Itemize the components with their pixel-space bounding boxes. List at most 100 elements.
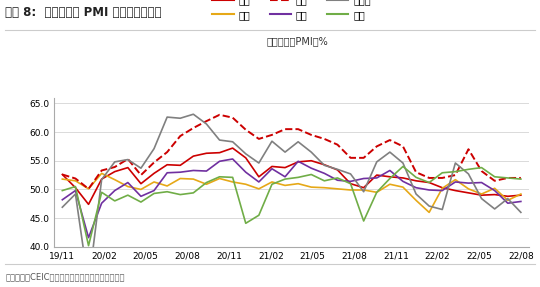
美国 — [504, 176, 511, 180]
美国 — [72, 177, 79, 180]
东盟 — [151, 192, 157, 195]
中国 — [242, 183, 249, 186]
中国 — [98, 172, 105, 175]
全球 — [400, 176, 406, 180]
欧元区 — [347, 172, 354, 176]
中国 — [111, 178, 118, 181]
全球 — [98, 177, 105, 181]
欧元区 — [295, 140, 301, 144]
东盟 — [203, 181, 210, 184]
中国 — [203, 183, 210, 186]
全球 — [504, 195, 511, 198]
东盟 — [59, 189, 65, 192]
全球 — [230, 146, 236, 150]
全球 — [491, 193, 498, 196]
中国 — [255, 187, 262, 191]
美国 — [347, 156, 354, 160]
欧元区 — [321, 164, 328, 167]
美国 — [177, 134, 184, 138]
欧元区 — [387, 150, 393, 154]
欧元区 — [269, 139, 275, 143]
韩国 — [308, 166, 314, 170]
Legend: 全球, 中国, 美国, 韩国, 欧元区, 东盟: 全球, 中国, 美国, 韩国, 欧元区, 东盟 — [212, 0, 371, 20]
全球 — [138, 182, 144, 185]
东盟 — [242, 222, 249, 225]
欧元区 — [190, 113, 197, 116]
韩国 — [439, 189, 446, 192]
美国 — [334, 143, 341, 146]
欧元区 — [374, 160, 380, 164]
欧元区 — [439, 208, 446, 211]
中国 — [85, 187, 92, 191]
美国 — [295, 127, 301, 131]
欧元区 — [98, 178, 105, 181]
韩国 — [478, 181, 485, 184]
Text: 数据来源：CEIC，兴业证券经济与金融研究院整理: 数据来源：CEIC，兴业证券经济与金融研究院整理 — [5, 272, 125, 281]
欧元区 — [426, 204, 433, 208]
欧元区 — [59, 205, 65, 209]
美国 — [242, 128, 249, 131]
美国 — [478, 169, 485, 173]
中国 — [177, 177, 184, 180]
中国 — [308, 185, 314, 189]
美国 — [255, 137, 262, 141]
中国 — [59, 177, 65, 181]
东盟 — [255, 214, 262, 217]
东盟 — [98, 191, 105, 194]
东盟 — [478, 166, 485, 169]
欧元区 — [400, 161, 406, 165]
中国 — [360, 188, 367, 192]
欧元区 — [164, 115, 171, 119]
Text: 全球制造业PMI，%: 全球制造业PMI，% — [266, 36, 328, 46]
东盟 — [111, 199, 118, 203]
欧元区 — [217, 138, 223, 142]
美国 — [426, 176, 433, 180]
韩国 — [151, 189, 157, 192]
Line: 韩国: 韩国 — [62, 159, 521, 238]
韩国 — [59, 198, 65, 201]
中国 — [72, 179, 79, 183]
东盟 — [452, 170, 458, 173]
东盟 — [177, 193, 184, 196]
东盟 — [164, 190, 171, 193]
欧元区 — [125, 158, 131, 161]
全球 — [177, 164, 184, 167]
中国 — [413, 199, 419, 202]
韩国 — [190, 169, 197, 172]
韩国 — [217, 160, 223, 163]
东盟 — [321, 179, 328, 183]
东盟 — [217, 175, 223, 179]
东盟 — [426, 181, 433, 184]
韩国 — [518, 200, 524, 203]
东盟 — [491, 175, 498, 179]
美国 — [203, 119, 210, 123]
韩国 — [491, 189, 498, 192]
全球 — [360, 186, 367, 189]
韩国 — [400, 180, 406, 183]
中国 — [347, 188, 354, 192]
全球 — [203, 152, 210, 155]
美国 — [360, 156, 367, 160]
中国 — [269, 180, 275, 184]
美国 — [308, 133, 314, 137]
全球 — [59, 173, 65, 176]
东盟 — [85, 244, 92, 247]
东盟 — [360, 219, 367, 223]
东盟 — [125, 193, 131, 197]
全球 — [111, 170, 118, 173]
韩国 — [347, 180, 354, 183]
韩国 — [504, 201, 511, 205]
欧元区 — [491, 207, 498, 211]
美国 — [98, 169, 105, 172]
全球 — [387, 175, 393, 179]
全球 — [151, 172, 157, 175]
美国 — [400, 145, 406, 148]
韩国 — [334, 179, 341, 182]
美国 — [321, 137, 328, 141]
中国 — [439, 187, 446, 190]
韩国 — [387, 169, 393, 172]
欧元区 — [255, 161, 262, 165]
欧元区 — [203, 122, 210, 126]
东盟 — [230, 176, 236, 179]
美国 — [151, 161, 157, 164]
